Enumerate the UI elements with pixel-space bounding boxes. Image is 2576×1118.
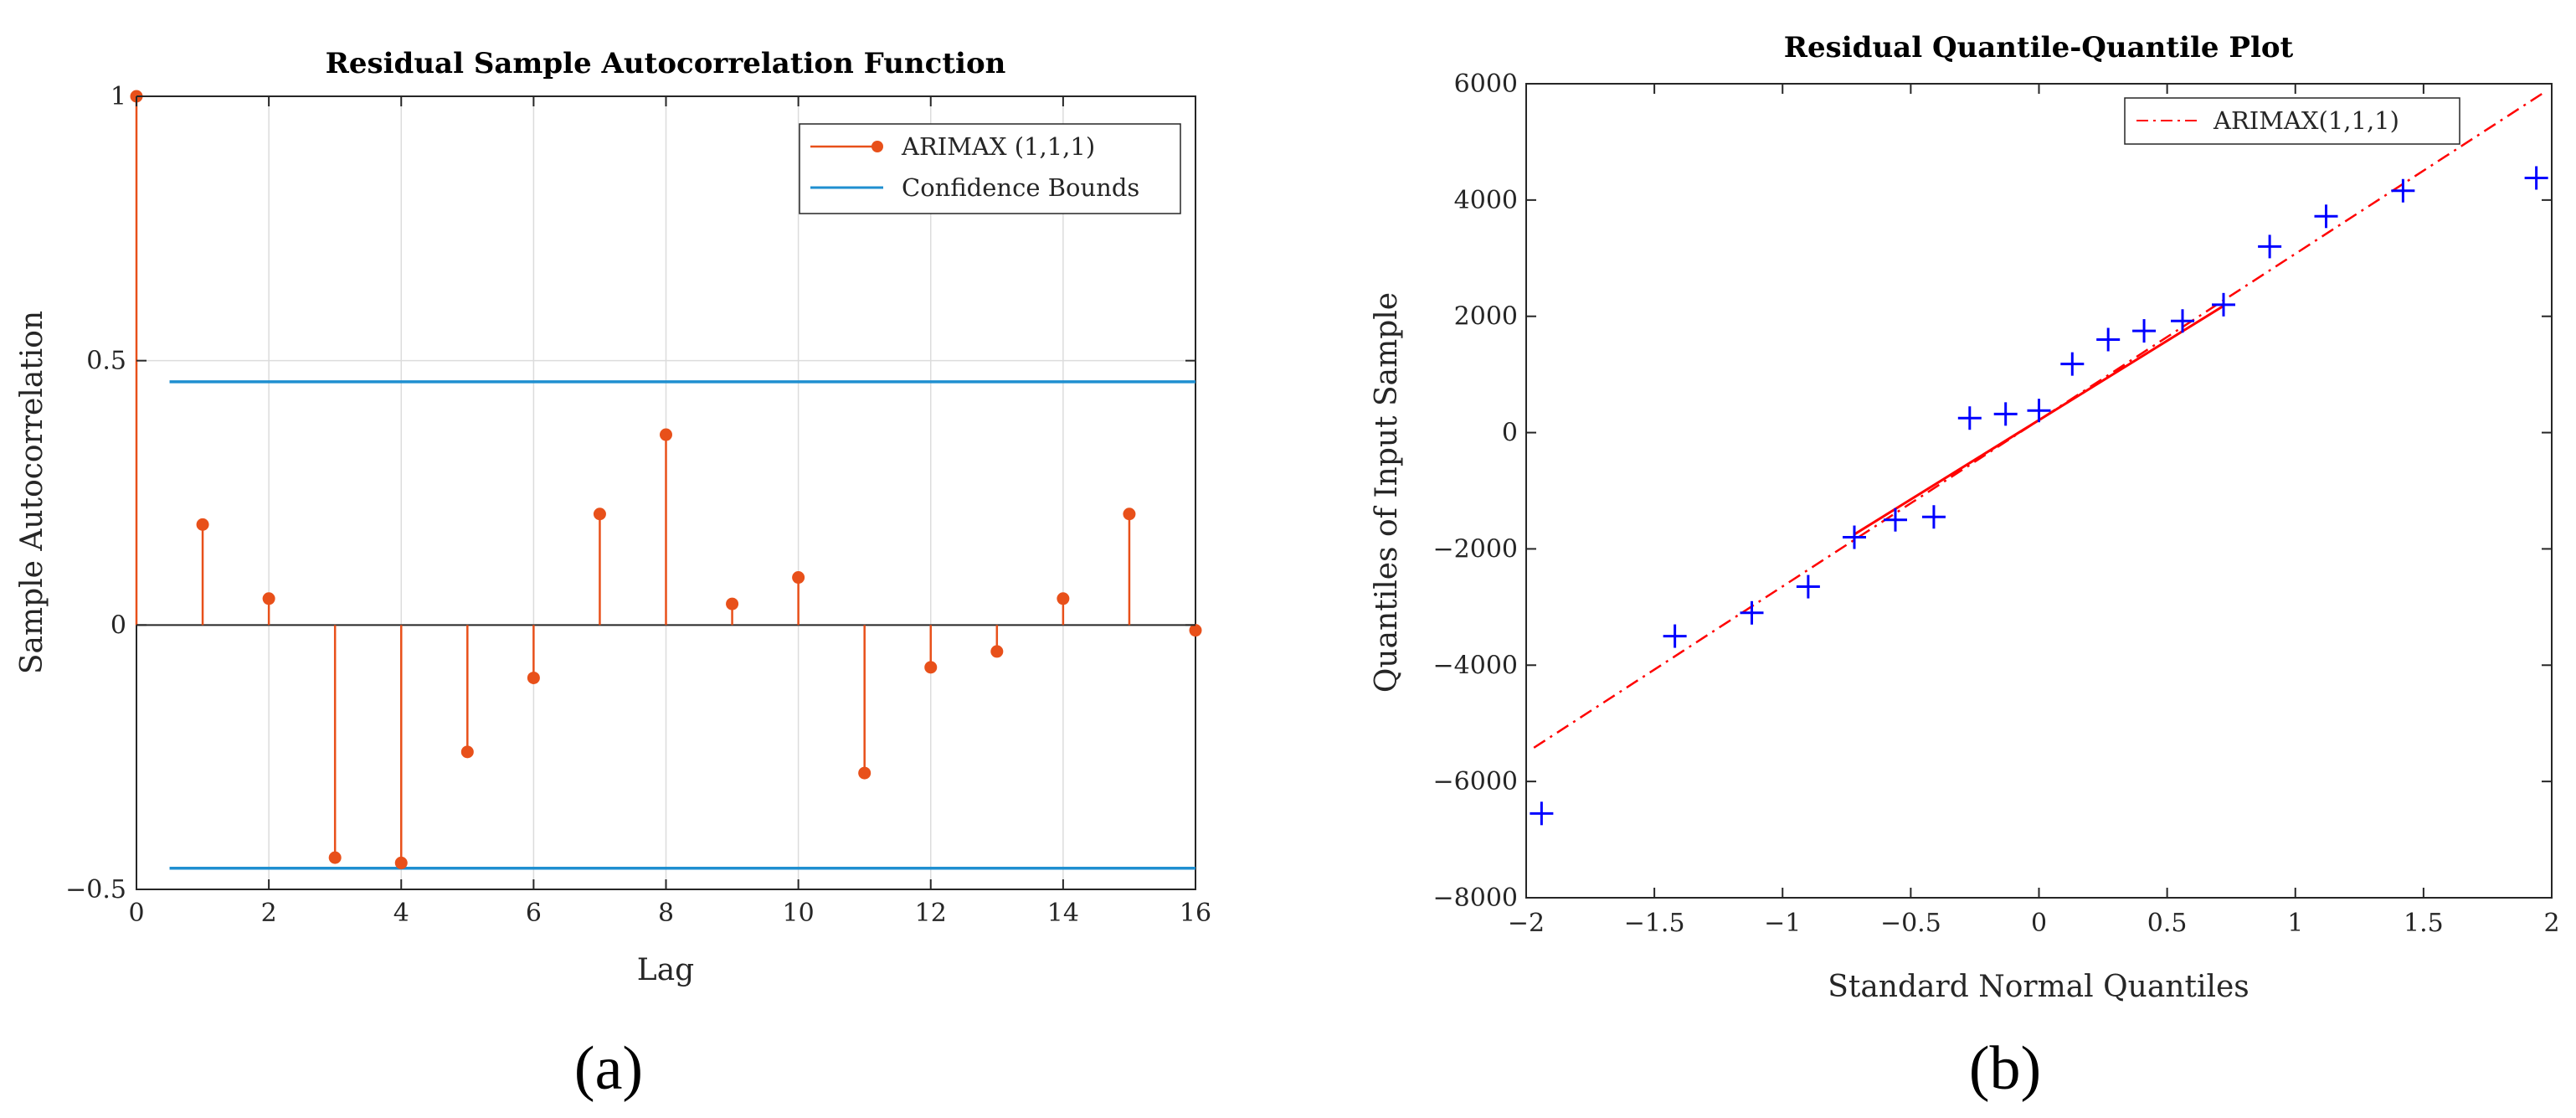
qq-legend: ARIMAX(1,1,1): [2124, 97, 2460, 145]
acf-xtick-label-6: 6: [526, 899, 542, 928]
qq-point-5: [1884, 507, 1907, 532]
acf-point-lag-13: [990, 645, 1004, 658]
acf-point-lag-1: [196, 518, 209, 531]
qq-point-8: [1993, 402, 2018, 426]
qq-xtick-label-0: −2: [1508, 909, 1545, 938]
acf-y-ticks: −0.5 0 0.5 1: [65, 82, 1195, 904]
qq-xtick-label-8: 2: [2543, 909, 2559, 938]
qq-ytick-label-1: −6000: [1433, 767, 1518, 796]
acf-legend-box: [799, 123, 1181, 214]
qq-point-15: [2258, 234, 2282, 259]
qq-point-10: [2060, 352, 2085, 376]
qq-xtick-label-1: −1.5: [1624, 909, 1685, 938]
qq-xtick-label-4: 0: [2031, 909, 2047, 938]
qq-point-18: [2524, 166, 2548, 190]
acf-y-axis-label: Sample Autocorrelation: [15, 311, 49, 674]
acf-chart: 0 2 4 6 8 10 12 14 16 −0.500.51 Residual Sample …: [15, 47, 1211, 987]
acf-xtick-label-2: 2: [261, 899, 277, 928]
acf-point-lag-12: [924, 661, 938, 674]
qq-xtick-label-2: −1: [1764, 909, 1801, 938]
panel-label-b: (b): [1969, 1034, 2041, 1103]
acf-ytick-label-1: 1: [111, 82, 126, 111]
acf-legend-bounds-label: Confidence Bounds: [902, 173, 1139, 202]
qq-ytick-label-3: −2000: [1433, 534, 1518, 564]
acf-point-lag-16: [1189, 624, 1202, 637]
qq-ytick-label-2: −4000: [1433, 651, 1518, 680]
qq-title: Residual Quantile-Quantile Plot: [1784, 31, 2294, 64]
acf-legend-marker: [872, 141, 883, 152]
qq-xtick-label-3: −0.5: [1880, 909, 1941, 938]
acf-x-axis-label: Lag: [637, 953, 694, 987]
acf-xtick-label-12: 12: [915, 899, 947, 928]
qq-y-ticks: −8000 −6000 −4000 −2000 0 2000 4000 6000: [1433, 70, 2552, 913]
acf-legend-series-label: ARIMAX (1,1,1): [901, 132, 1095, 161]
acf-point-lag-3: [328, 851, 342, 864]
qq-xtick-label-5: 0.5: [2147, 909, 2188, 938]
qq-point-4: [1843, 525, 1866, 549]
acf-xtick-label-4: 4: [393, 899, 409, 928]
qq-point-6: [1921, 505, 1946, 529]
acf-point-lag-4: [394, 856, 408, 869]
panel-label-a: (a): [574, 1034, 643, 1103]
qq-point-11: [2096, 327, 2121, 352]
qq-point-0: [1530, 801, 1554, 826]
acf-xtick-label-14: 14: [1047, 899, 1079, 928]
qq-ytick-label-5: 2000: [1454, 302, 1518, 332]
qq-point-9: [2027, 399, 2051, 423]
qq-points: [1530, 166, 2548, 826]
qq-point-2: [1740, 600, 1764, 625]
acf-gridlines: [136, 96, 1195, 889]
acf-xtick-label-0: 0: [128, 899, 144, 928]
acf-ytick-label-0.5: 0.5: [86, 347, 126, 376]
acf-xtick-label-16: 16: [1180, 899, 1211, 928]
acf-legend: ARIMAX (1,1,1) Confidence Bounds: [799, 123, 1181, 214]
acf-x-ticks: 0 2 4 6 8 10 12 14 16: [128, 96, 1211, 928]
qq-xtick-label-7: 1.5: [2404, 909, 2444, 938]
qq-legend-box: [2124, 97, 2460, 145]
qq-ytick-label-4: 0: [1502, 419, 1518, 448]
qq-x-ticks: −2 −1.5 −1 −0.5 0 0.5 1 1.5 2: [1508, 84, 2560, 938]
acf-point-lag-7: [593, 507, 606, 521]
qq-point-1: [1663, 624, 1687, 648]
qq-ytick-label-7: 6000: [1454, 70, 1518, 99]
qq-x-axis-label: Standard Normal Quantiles: [1828, 970, 2250, 1004]
acf-ytick-label--0.5: −0.5: [65, 875, 126, 904]
acf-title: Residual Sample Autocorrelation Function: [326, 47, 1006, 80]
qq-chart: −2 −1.5 −1 −0.5 0 0.5 1 1.5 2 −8000 −6000 −4000 −20…: [1370, 31, 2560, 1004]
acf-xtick-label-10: 10: [783, 899, 815, 928]
qq-legend-label: ARIMAX(1,1,1): [2213, 106, 2399, 135]
acf-point-lag-14: [1057, 592, 1070, 605]
qq-point-7: [1957, 406, 1982, 430]
qq-ytick-label-6: 4000: [1454, 186, 1518, 215]
acf-confidence-bounds: [169, 380, 1195, 870]
acf-xtick-label-8: 8: [658, 899, 674, 928]
qq-point-17: [2391, 178, 2415, 203]
qq-y-axis-label: Quantiles of Input Sample: [1370, 292, 1404, 693]
qq-plot-box: [1525, 83, 2553, 899]
qq-point-16: [2314, 204, 2338, 229]
acf-point-lag-9: [726, 597, 739, 611]
qq-fit-line-dashdot: [1533, 91, 2545, 749]
acf-point-lag-10: [792, 571, 805, 585]
qq-point-12: [2132, 319, 2157, 343]
acf-point-lag-11: [858, 766, 872, 780]
acf-point-lag-15: [1123, 507, 1136, 521]
acf-point-lag-6: [527, 671, 540, 684]
acf-ytick-label-0: 0: [111, 611, 126, 640]
qq-point-14: [2212, 292, 2235, 317]
qq-point-3: [1796, 574, 1820, 599]
qq-xtick-label-6: 1: [2287, 909, 2303, 938]
acf-point-lag-8: [660, 428, 672, 441]
acf-point-lag-5: [460, 745, 474, 759]
acf-point-lag-2: [262, 592, 275, 605]
qq-ytick-label-0: −8000: [1433, 884, 1518, 913]
qq-point-13: [2171, 309, 2194, 333]
